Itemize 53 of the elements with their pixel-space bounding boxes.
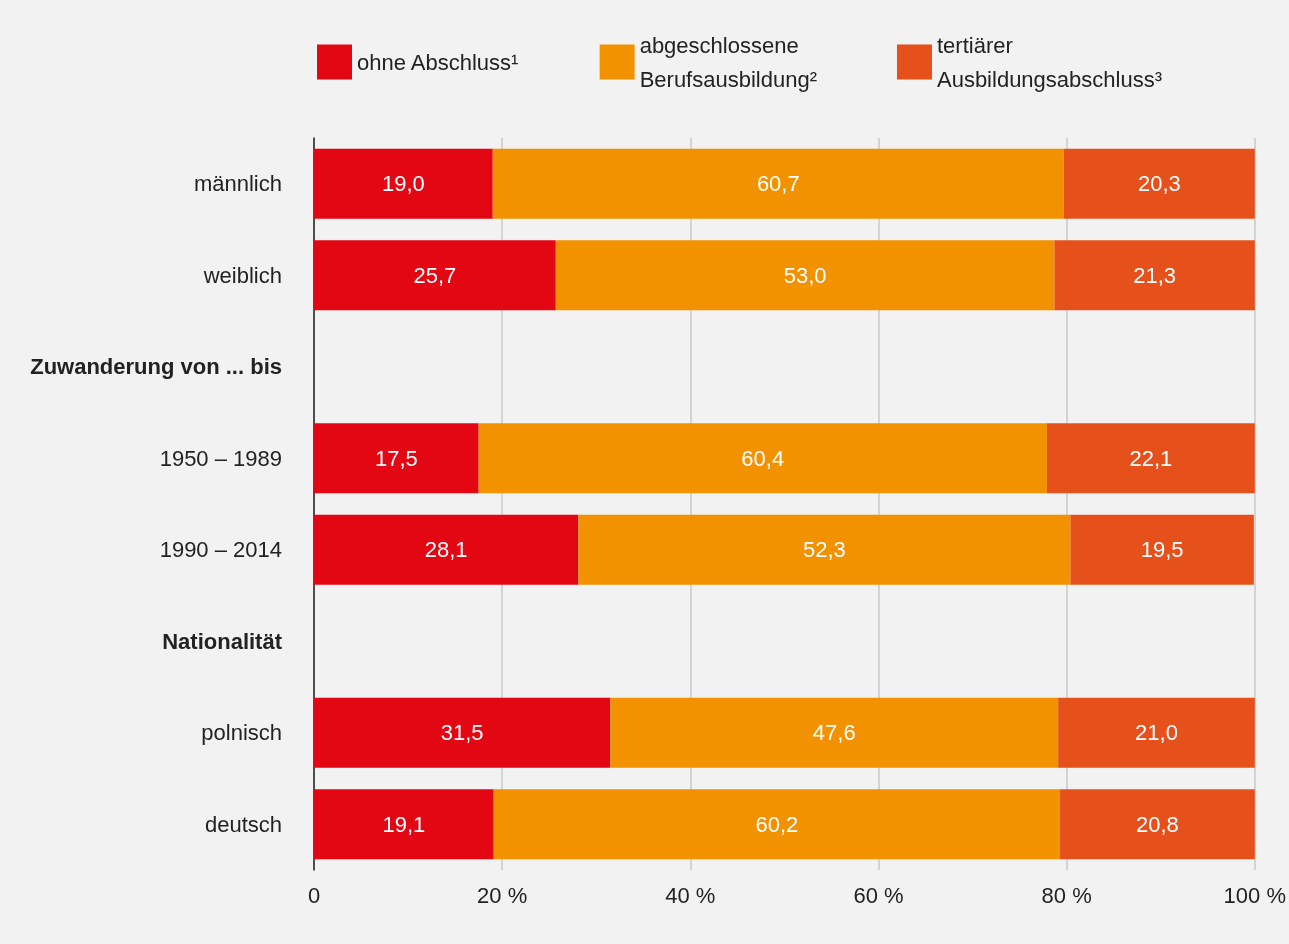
data-label: 52,3 <box>802 537 846 563</box>
data-label: 19,5 <box>1140 537 1184 563</box>
data-label: 60,2 <box>755 811 799 837</box>
bar <box>314 423 479 494</box>
data-label: 17,5 <box>374 445 418 471</box>
bar <box>1054 240 1255 311</box>
bar <box>314 514 579 585</box>
bar <box>1070 514 1254 585</box>
y-tick-label: Nationalität <box>162 628 283 654</box>
bar <box>492 148 1064 219</box>
data-label: 25,7 <box>413 262 457 288</box>
data-label: 19,0 <box>381 171 425 197</box>
data-label: 20,3 <box>1137 171 1181 197</box>
data-label: 21,3 <box>1133 262 1177 288</box>
data-label: 22,1 <box>1129 445 1173 471</box>
x-tick-label: 40 % <box>665 882 716 908</box>
bar <box>314 789 494 860</box>
x-tick-label: 100 % <box>1223 882 1287 908</box>
legend-label: abgeschlossene Berufsausbildung² <box>639 32 817 92</box>
y-tick-label: deutsch <box>204 811 282 837</box>
data-label: 31,5 <box>440 720 484 746</box>
y-tick-label: 1990 – 2014 <box>159 537 282 563</box>
x-tick-label: 80 % <box>1041 882 1092 908</box>
y-tick-label: Zuwanderung von ... bis <box>30 354 282 380</box>
y-tick-label: weiblich <box>202 262 282 288</box>
data-label: 60,7 <box>756 171 800 197</box>
bar <box>610 697 1059 768</box>
data-label: 21,0 <box>1135 720 1178 746</box>
y-tick-label: männlich <box>193 171 282 197</box>
y-tick-label: polnisch <box>201 720 282 746</box>
bar <box>1058 697 1255 768</box>
bar <box>493 789 1061 860</box>
data-label: 28,1 <box>424 537 468 563</box>
data-label: 19,1 <box>382 811 426 837</box>
x-tick-label: 0 <box>307 882 321 908</box>
bar <box>578 514 1071 585</box>
bar <box>1060 789 1255 860</box>
bar <box>555 240 1055 311</box>
y-tick-label: 1950 – 1989 <box>159 445 282 471</box>
bar <box>1063 148 1255 219</box>
bar <box>314 148 493 219</box>
bar <box>314 240 556 311</box>
bar <box>478 423 1047 494</box>
data-label: 60,4 <box>741 445 785 471</box>
legend-label: tertiärer Ausbildungsabschluss³ <box>936 32 1163 92</box>
x-tick-label: 20 % <box>477 882 528 908</box>
legend-label: ohne Abschluss¹ <box>357 49 519 75</box>
x-tick-label: 60 % <box>853 882 904 908</box>
data-label: 47,6 <box>812 720 856 746</box>
data-label: 53,0 <box>783 262 827 288</box>
bar <box>314 697 611 768</box>
data-label: 20,8 <box>1136 811 1179 837</box>
bar <box>1046 423 1255 494</box>
